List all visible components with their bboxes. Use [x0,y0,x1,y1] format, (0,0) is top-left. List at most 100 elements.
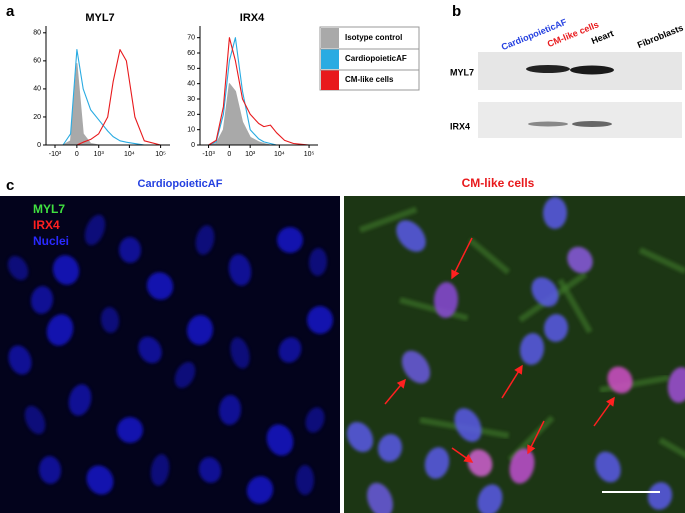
blot-row-label: MYL7 [450,67,474,77]
nucleus [346,421,374,453]
channel-label: Nuclei [33,234,69,248]
nucleus [228,254,252,286]
nucleus [401,350,431,384]
nucleus [174,361,196,389]
legend-swatch [321,49,339,69]
nuclei [346,197,685,513]
nucleus [467,449,493,477]
fiber [638,247,685,274]
panel-label: b [452,3,461,20]
y-tick-label: 0 [37,142,41,149]
nucleus [647,482,673,510]
y-tick-label: 50 [187,65,195,72]
band [570,65,614,75]
nucleus [266,424,294,456]
nucleus [8,345,32,375]
fiber [557,278,593,334]
y-tick-label: 70 [187,35,195,42]
channel-label: MYL7 [33,202,65,216]
arrow [451,447,474,463]
x-tick-label: 10⁴ [274,151,285,158]
legend-swatch [321,70,339,90]
lane-label: Fibroblasts [636,23,685,50]
y-tick-label: 20 [187,111,195,118]
nucleus [86,465,114,495]
image-title: CM-like cells [462,176,535,190]
nucleus [218,395,242,425]
nucleus [542,197,568,229]
x-tick-label: 10³ [94,151,105,158]
y-tick-label: 40 [187,81,195,88]
channel-label: IRX4 [33,218,60,232]
histogram-line [208,37,310,146]
legend: Isotype control CardiopoieticAF CM-like ce… [319,26,420,91]
chart-title: IRX4 [240,12,265,24]
legend-label: Isotype control [345,33,402,42]
fiber [358,206,418,233]
nucleus [433,282,459,318]
y-tick-label: 30 [187,96,195,103]
nucleus [595,451,621,483]
x-tick-label: 10³ [245,151,256,158]
nucleus [377,434,403,462]
x-tick-label: -10³ [202,151,215,158]
x-tick-label: 0 [75,151,79,158]
fiber [399,297,469,322]
y-tick-label: 40 [33,86,41,93]
legend-label: CardiopoieticAF [345,54,407,63]
arrow [501,364,523,399]
image-title: CardiopoieticAF [138,178,223,190]
nucleus [424,447,450,479]
nucleus [150,454,170,486]
y-tick-label: 80 [33,30,41,37]
nucleus [38,456,62,484]
band [528,121,568,127]
nucleus [305,407,325,433]
panel-label: c [6,177,14,194]
histogram-line [55,49,161,146]
panel-label: a [6,3,15,20]
western-blot: MYL7 IRX4 CardiopoieticAF CM-like cells … [450,17,685,138]
arrow [527,420,545,455]
nucleus [7,255,29,281]
y-tick-label: 60 [187,50,195,57]
nucleus [306,306,334,334]
y-tick-label: 60 [33,58,41,65]
nucleus [519,333,545,365]
arrow [384,378,406,405]
y-tick-label: 10 [187,127,195,134]
nucleus [396,220,426,252]
nucleus [454,408,482,442]
nucleus [531,277,559,307]
nucleus [146,272,174,300]
nucleus [278,337,302,363]
nucleus [24,405,46,435]
blot-strip [478,102,682,138]
band [572,121,612,127]
band [526,65,570,73]
nucleus [195,225,215,255]
x-tick-label: 10⁵ [304,151,315,158]
fiber [658,437,685,458]
blot-row-label: IRX4 [450,121,470,131]
nucleus [30,286,54,314]
nucleus [477,484,503,513]
nucleus [277,227,303,253]
nucleus [567,246,593,274]
legend-swatch [321,28,339,48]
nucleus [230,337,250,369]
y-tick-label: 0 [191,142,195,149]
nucleus [543,314,569,342]
nucleus [138,336,162,364]
arrow [451,237,473,280]
nuclei [7,214,334,504]
nucleus [607,366,633,394]
nucleus [296,465,314,495]
legend-label: CM-like cells [345,75,394,84]
nucleus [52,255,80,285]
nucleus [509,448,535,484]
x-tick-label: 10⁵ [155,151,166,158]
nucleus [118,237,142,263]
x-tick-label: 10⁴ [124,151,135,158]
